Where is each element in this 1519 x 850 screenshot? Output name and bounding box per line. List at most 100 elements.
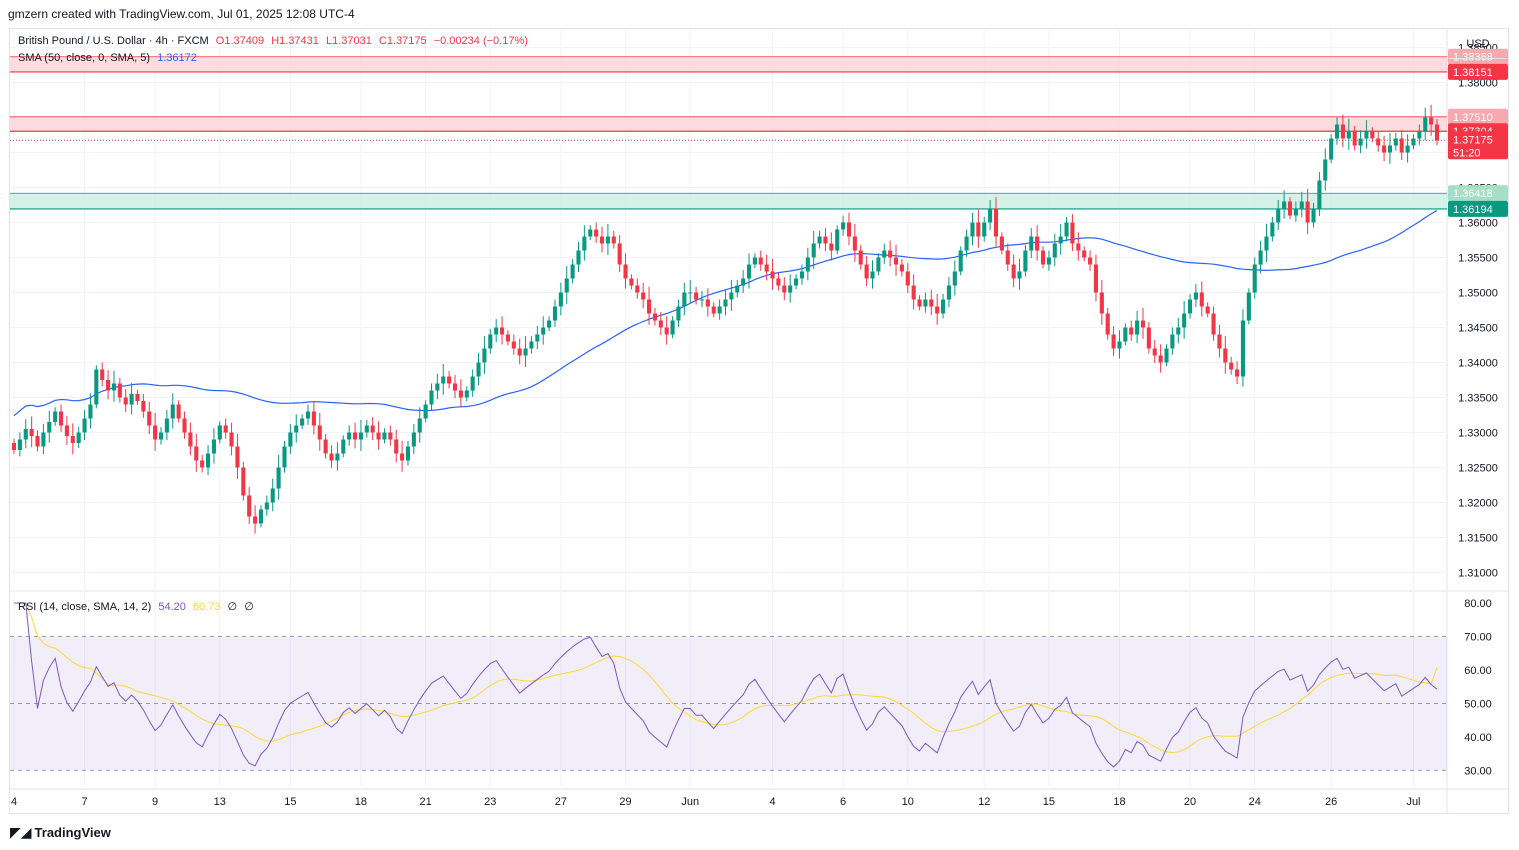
attribution-text: gmzern created with TradingView.com, Jul… bbox=[8, 7, 355, 21]
candle bbox=[258, 509, 264, 524]
candle bbox=[1252, 264, 1257, 293]
candle bbox=[282, 446, 287, 468]
candle bbox=[1123, 327, 1128, 342]
time-tick-label: 12 bbox=[978, 796, 990, 808]
candle bbox=[1405, 145, 1410, 153]
candle bbox=[353, 432, 358, 440]
candle bbox=[788, 285, 793, 293]
candle bbox=[1193, 292, 1198, 300]
candle bbox=[594, 229, 599, 237]
candle bbox=[1035, 236, 1040, 251]
candle bbox=[1040, 250, 1046, 265]
candle bbox=[1164, 348, 1169, 363]
time-tick-label: 23 bbox=[484, 796, 496, 808]
candle bbox=[1311, 208, 1316, 223]
candle bbox=[917, 299, 922, 307]
candle bbox=[1258, 250, 1263, 265]
price-tick-label: 1.35500 bbox=[1458, 253, 1498, 265]
candle bbox=[1093, 264, 1098, 293]
candle bbox=[241, 467, 246, 496]
candle bbox=[294, 425, 299, 433]
candle bbox=[858, 250, 863, 265]
candle bbox=[993, 208, 999, 237]
candle bbox=[82, 418, 87, 433]
candle bbox=[1429, 117, 1434, 125]
candle bbox=[876, 257, 881, 272]
candle bbox=[705, 299, 710, 307]
candle bbox=[1099, 292, 1104, 314]
candle bbox=[364, 425, 369, 433]
candle bbox=[664, 327, 669, 335]
open-value: O1.37409 bbox=[215, 35, 265, 47]
candle bbox=[958, 250, 963, 272]
candle bbox=[782, 285, 787, 293]
time-tick-label: 24 bbox=[1249, 796, 1261, 808]
price-tick-label: 1.32000 bbox=[1458, 498, 1498, 510]
candle bbox=[205, 453, 211, 468]
candle bbox=[1111, 334, 1116, 349]
price-tick-label: 1.33500 bbox=[1458, 393, 1498, 405]
candle bbox=[929, 299, 934, 307]
candle bbox=[794, 278, 799, 286]
candle bbox=[235, 446, 240, 468]
candle bbox=[588, 229, 593, 237]
last-price-tag bbox=[1448, 131, 1508, 160]
candle bbox=[223, 425, 228, 433]
candle bbox=[405, 446, 411, 461]
candle bbox=[599, 236, 605, 244]
rsi-legend[interactable]: RSI (14, close, SMA, 14, 2) 54.20 60.73 … bbox=[18, 600, 258, 613]
candle bbox=[582, 236, 587, 251]
countdown-text: 51:20 bbox=[1453, 147, 1481, 159]
candle bbox=[911, 285, 916, 300]
candle bbox=[1070, 222, 1075, 244]
candle bbox=[1299, 201, 1304, 209]
candle bbox=[888, 250, 893, 258]
candle bbox=[376, 432, 381, 440]
candle bbox=[452, 383, 458, 391]
price-label-text: 1.36194 bbox=[1453, 204, 1493, 216]
currency-label[interactable]: USD bbox=[1449, 30, 1507, 59]
candle bbox=[1064, 222, 1069, 237]
candle bbox=[1011, 264, 1016, 279]
symbol-title[interactable]: British Pound / U.S. Dollar · 4h · FXCM bbox=[18, 35, 209, 47]
price-label-tag bbox=[1448, 200, 1508, 217]
candle bbox=[88, 404, 93, 419]
candle bbox=[1346, 131, 1351, 139]
candle bbox=[976, 222, 981, 237]
time-tick-label: 26 bbox=[1325, 796, 1337, 808]
candle bbox=[1370, 131, 1375, 139]
candle bbox=[1382, 145, 1387, 153]
candle bbox=[123, 397, 128, 405]
candle bbox=[623, 264, 628, 279]
candle bbox=[1117, 341, 1122, 349]
candle bbox=[1387, 145, 1393, 153]
candle bbox=[1393, 138, 1398, 146]
candle bbox=[735, 285, 740, 293]
change-value: −0.00234 (−0.17%) bbox=[433, 35, 528, 47]
candle bbox=[1140, 320, 1146, 328]
candle bbox=[611, 236, 616, 244]
candle bbox=[570, 264, 575, 279]
candle bbox=[676, 306, 681, 321]
time-tick-label: 18 bbox=[355, 796, 367, 808]
time-tick-label: 4 bbox=[769, 796, 775, 808]
candle bbox=[1199, 292, 1204, 307]
candle bbox=[164, 418, 169, 433]
candle bbox=[1076, 243, 1081, 251]
candle bbox=[111, 383, 117, 391]
candle bbox=[688, 292, 693, 294]
candle bbox=[970, 222, 975, 237]
candle bbox=[1417, 131, 1422, 139]
candle bbox=[823, 236, 828, 244]
candle bbox=[1246, 292, 1251, 321]
candle bbox=[558, 292, 563, 307]
time-tick-label: 6 bbox=[840, 796, 846, 808]
candle bbox=[529, 341, 534, 349]
candle bbox=[388, 432, 393, 440]
candle bbox=[470, 376, 475, 391]
sma-legend[interactable]: SMA (50, close, 0, SMA, 5) 1.36172 bbox=[18, 52, 201, 64]
candle bbox=[229, 432, 234, 447]
rsi-tick-label: 50.00 bbox=[1464, 698, 1492, 710]
footer-brand[interactable]: ◤◢ TradingView bbox=[10, 824, 111, 841]
